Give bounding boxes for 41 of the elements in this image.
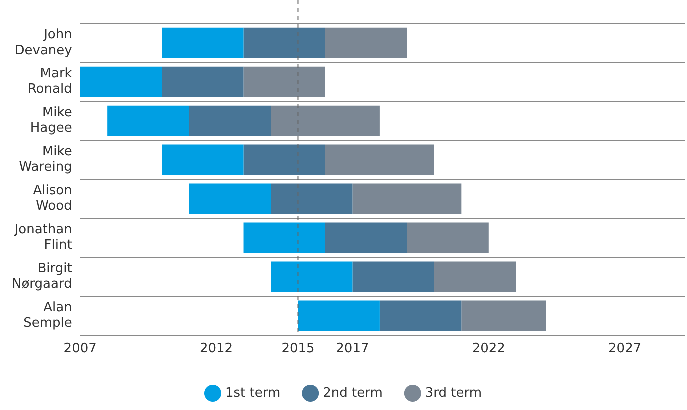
y-tick-label: Jonathan Flint: [14, 222, 72, 254]
bar: [298, 300, 380, 332]
bar: [352, 184, 462, 214]
bar: [244, 144, 326, 176]
bar: [325, 144, 434, 176]
bar: [244, 66, 326, 98]
y-tick-label: John Devaney: [14, 28, 73, 58]
legend-label: 1st term: [225, 386, 281, 401]
x-tick-label: 2007: [64, 342, 97, 357]
bar: [271, 184, 353, 214]
bar: [325, 28, 408, 58]
x-tick-label: 2017: [336, 342, 370, 357]
legend-label: 2nd term: [323, 386, 383, 401]
bar: [271, 106, 380, 136]
x-tick-label: 2015: [282, 342, 315, 357]
bar: [108, 106, 190, 136]
x-tick-label: 2022: [472, 342, 506, 357]
bar: [325, 222, 408, 254]
y-tick-label: Mark Ronald: [28, 66, 73, 98]
bar: [162, 28, 244, 58]
bar: [352, 262, 434, 292]
y-tick-label: Alison Wood: [33, 184, 72, 214]
y-tick-label: Mike Hagee: [30, 106, 72, 136]
x-tick-label: 2012: [200, 342, 234, 357]
y-tick-label: Mike Wareing: [19, 144, 72, 176]
bar: [380, 300, 462, 332]
legend-label: 3rd term: [425, 386, 482, 401]
bar: [80, 66, 162, 98]
bar: [244, 222, 326, 254]
bar: [189, 106, 272, 136]
bar: [162, 144, 244, 176]
bar: [407, 222, 489, 254]
bar: [434, 262, 516, 292]
bar: [271, 262, 353, 292]
bar: [189, 184, 272, 214]
x-tick-label: 2027: [608, 342, 642, 357]
y-tick-label: Birgit Nørgaard: [12, 262, 72, 292]
bar: [462, 300, 546, 332]
bar: [162, 66, 244, 98]
bar: [244, 28, 326, 58]
y-tick-label: Alan Semple: [24, 300, 72, 332]
